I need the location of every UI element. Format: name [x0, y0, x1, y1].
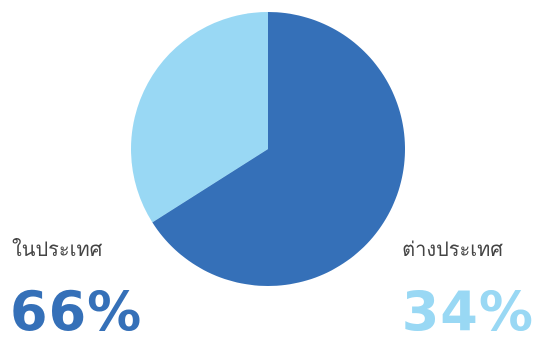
pie-slice-foreign [131, 12, 268, 223]
slice-percent-domestic: 66% [10, 280, 143, 343]
slice-percent-foreign: 34% [401, 280, 534, 343]
pie-slice-domestic [152, 12, 406, 287]
slice-label-foreign: ต่างประเทศ [402, 237, 503, 261]
slice-label-domestic: ในประเทศ [12, 237, 103, 261]
